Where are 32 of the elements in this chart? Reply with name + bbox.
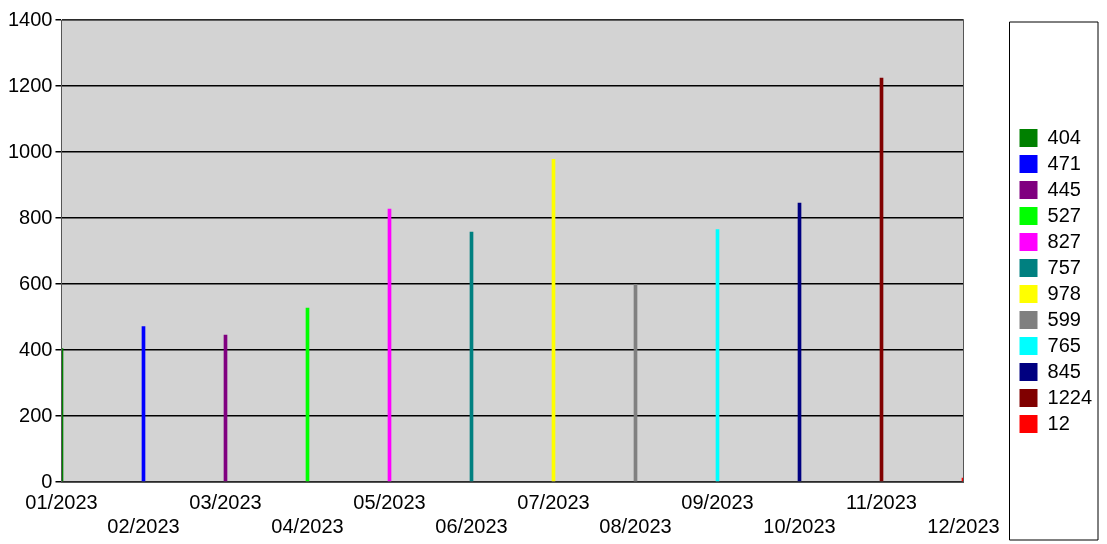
- x-tick-label: 09/2023: [681, 490, 754, 513]
- legend-label: 527: [1047, 203, 1081, 226]
- x-tick-label: 03/2023: [189, 490, 262, 513]
- legend-label: 765: [1047, 333, 1081, 356]
- y-tick-label: 200: [19, 403, 53, 426]
- legend-label: 599: [1047, 307, 1081, 330]
- legend-label: 471: [1047, 151, 1081, 174]
- y-tick-label: 1200: [7, 73, 53, 96]
- legend-label: 12: [1047, 411, 1070, 434]
- y-tick-label: 400: [19, 337, 53, 360]
- legend-label: 845: [1047, 359, 1081, 382]
- x-tick-label: 12/2023: [927, 514, 1000, 537]
- x-tick-label: 06/2023: [435, 514, 508, 537]
- y-tick-label: 0: [41, 469, 53, 492]
- y-tick-label: 800: [19, 205, 53, 228]
- x-tick-label: 07/2023: [517, 490, 590, 513]
- legend-label: 445: [1047, 177, 1081, 200]
- legend-label: 757: [1047, 255, 1081, 278]
- legend-label: 1224: [1047, 385, 1093, 408]
- x-tick-label: 01/2023: [25, 490, 98, 513]
- legend-label: 404: [1047, 125, 1081, 148]
- x-tick-label: 04/2023: [271, 514, 344, 537]
- x-tick-label: 11/2023: [846, 490, 917, 513]
- y-tick-label: 600: [19, 271, 53, 294]
- x-tick-label: 05/2023: [353, 490, 426, 513]
- y-tick-label: 1000: [7, 139, 53, 162]
- x-tick-label: 08/2023: [599, 514, 672, 537]
- legend-label: 827: [1047, 229, 1081, 252]
- legend-label: 978: [1047, 281, 1081, 304]
- x-tick-label: 10/2023: [763, 514, 836, 537]
- x-tick-label: 02/2023: [107, 514, 180, 537]
- y-tick-label: 1400: [7, 7, 53, 30]
